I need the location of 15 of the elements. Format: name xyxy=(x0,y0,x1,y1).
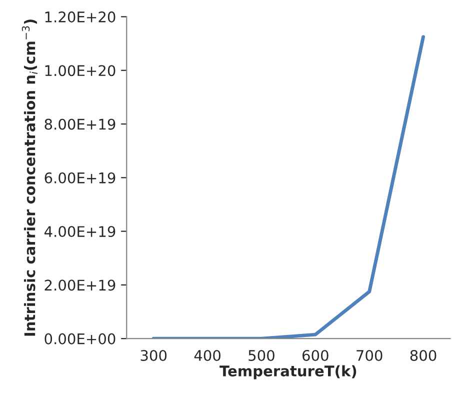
y-tick-label: 2.00E+19 xyxy=(44,280,116,291)
y-tick-label: 1.00E+20 xyxy=(45,65,116,76)
y-tick-label: 0.00E+00 xyxy=(44,333,116,344)
x-tick-label: 700 xyxy=(356,350,382,361)
x-tick-label: 500 xyxy=(248,350,274,361)
x-tick-label: 400 xyxy=(194,350,220,361)
x-axis-title: TemperatureT(k) xyxy=(220,365,356,380)
y-axis-title: Intrinsic carrier concentration n$_{i}$(cm$^{−3}$) xyxy=(22,20,38,336)
y-tick-label: 1.20E+20 xyxy=(45,11,116,22)
x-tick-label: 300 xyxy=(140,350,167,361)
y-tick-label: 8.00E+19 xyxy=(44,118,116,130)
x-tick-label: 800 xyxy=(410,350,436,361)
y-tick-label: 4.00E+19 xyxy=(44,226,116,238)
x-tick-label: 600 xyxy=(302,350,328,361)
y-tick-label: 6.00E+19 xyxy=(44,172,116,184)
